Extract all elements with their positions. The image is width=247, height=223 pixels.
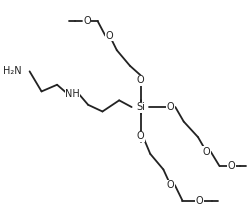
Text: O: O: [167, 180, 174, 190]
Text: O: O: [106, 31, 113, 41]
Text: O: O: [228, 161, 235, 171]
Text: O: O: [195, 196, 203, 206]
Text: O: O: [137, 75, 144, 85]
Text: NH: NH: [65, 89, 80, 99]
Text: O: O: [137, 131, 144, 141]
Text: O: O: [203, 147, 210, 157]
Text: Si: Si: [136, 102, 145, 112]
Text: H₂N: H₂N: [3, 66, 21, 76]
Text: O: O: [83, 16, 91, 26]
Text: O: O: [167, 102, 174, 112]
